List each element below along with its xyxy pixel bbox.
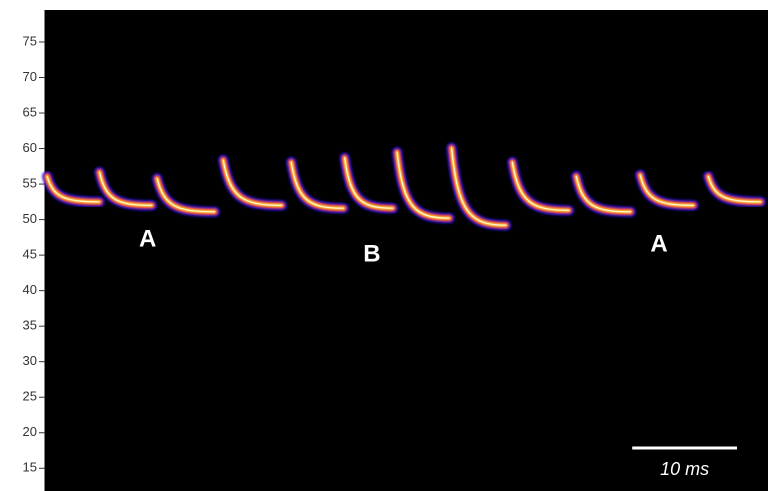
y-tick-label: 70 <box>23 69 37 84</box>
y-tick-label: 50 <box>23 211 37 226</box>
y-tick-label: 35 <box>23 318 37 333</box>
y-tick-label: 30 <box>23 353 37 368</box>
scale-bar-label: 10 ms <box>660 459 709 479</box>
y-tick-label: 20 <box>23 424 37 439</box>
annotation: A <box>139 226 156 253</box>
page: {"chart_data": { "type": "spectrogram", … <box>0 0 768 491</box>
y-tick-label: 60 <box>23 140 37 155</box>
annotation: A <box>650 231 667 258</box>
annotation: B <box>363 240 380 267</box>
y-tick-label: 15 <box>23 460 37 475</box>
y-tick-label: 45 <box>23 247 37 262</box>
y-tick-label: 25 <box>23 389 37 404</box>
chart: 15 20 25 30 35 40 45 50 55 60 65 70 75 A B A 10 ms <box>0 0 768 491</box>
y-tick-label: 55 <box>23 176 37 191</box>
y-tick-label: 65 <box>23 104 37 119</box>
y-tick-label: 75 <box>23 33 37 48</box>
y-tick-label: 40 <box>23 282 37 297</box>
